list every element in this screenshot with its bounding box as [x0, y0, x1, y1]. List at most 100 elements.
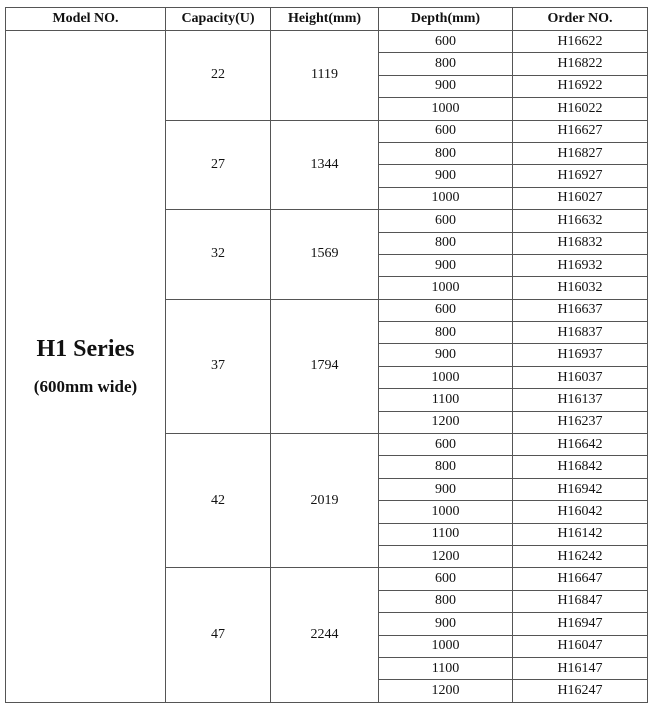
order-cell: H16847: [512, 589, 648, 614]
header-depth: Depth(mm): [378, 7, 513, 31]
table-row: 1000 H16027: [6, 186, 648, 211]
table-row: 1000 H16037: [6, 365, 648, 390]
depth-cell: 1000: [378, 97, 513, 121]
table-row: 1200 H16242: [6, 544, 648, 569]
depth-cell: 1200: [378, 679, 513, 703]
order-cell: H16922: [512, 74, 648, 99]
order-cell: H16627: [512, 119, 648, 143]
table-row: 1200 H16247: [6, 679, 648, 703]
order-cell: H16837: [512, 321, 648, 345]
depth-cell: 900: [378, 74, 513, 99]
order-cell: H16142: [512, 522, 648, 546]
table-row: 900 H16947: [6, 612, 648, 636]
depth-cell: 800: [378, 52, 513, 76]
capacity-cell: 22: [165, 30, 271, 121]
depth-cell: 800: [378, 455, 513, 479]
depth-cell: 1000: [378, 634, 513, 658]
depth-cell: 800: [378, 321, 513, 345]
model-series: H1 Series: [36, 335, 135, 362]
model-width: (600mm wide): [33, 376, 138, 396]
height-cell: 2019: [270, 433, 379, 569]
order-cell: H16932: [512, 253, 648, 278]
table-row: 900 H16942: [6, 477, 648, 502]
depth-cell: 1100: [378, 388, 513, 412]
order-cell: H16827: [512, 141, 648, 166]
order-cell: H16237: [512, 410, 648, 435]
order-cell: H16822: [512, 52, 648, 76]
height-cell: 1119: [270, 30, 379, 121]
product-spec-table: Model NO. Capacity(U) Height(mm) Depth(m…: [5, 7, 648, 703]
order-cell: H16042: [512, 500, 648, 524]
depth-cell: 600: [378, 29, 513, 54]
table-row: 47 2244 600 H16647: [6, 567, 648, 703]
order-cell: H16037: [512, 365, 648, 390]
capacity-cell: 47: [165, 567, 271, 703]
order-cell: H16942: [512, 477, 648, 502]
depth-cell: 1100: [378, 522, 513, 546]
depth-cell: 1000: [378, 365, 513, 390]
model-cell: H1 Series (600mm wide): [5, 30, 166, 703]
table-row: 1100 H16137: [6, 388, 648, 412]
header-height: Height(mm): [270, 7, 379, 31]
table-row: 800 H16837: [6, 321, 648, 345]
depth-cell: 900: [378, 343, 513, 367]
header-capacity: Capacity(U): [165, 7, 271, 31]
depth-cell: 1000: [378, 276, 513, 300]
height-cell: 1794: [270, 298, 379, 435]
height-cell: 1569: [270, 209, 379, 300]
table-row: 1000 H16042: [6, 500, 648, 524]
order-cell: H16937: [512, 343, 648, 367]
table-row: 900 H16937: [6, 343, 648, 367]
height-cell: 1344: [270, 119, 379, 211]
order-cell: H16642: [512, 433, 648, 457]
header-model: Model NO.: [5, 7, 166, 31]
order-cell: H16832: [512, 231, 648, 255]
depth-cell: 900: [378, 612, 513, 636]
capacity-cell: 32: [165, 209, 271, 300]
depth-cell: 900: [378, 253, 513, 278]
depth-cell: 1100: [378, 656, 513, 681]
order-cell: H16027: [512, 186, 648, 211]
order-cell: H16647: [512, 567, 648, 591]
table-row: H1 Series (600mm wide) 22 1119 600 H16622: [5, 29, 648, 703]
order-cell: H16927: [512, 164, 648, 188]
depth-cell: 900: [378, 477, 513, 502]
depth-cell: 800: [378, 589, 513, 614]
depth-cell: 1200: [378, 410, 513, 435]
order-cell: H16247: [512, 679, 648, 703]
order-cell: H16137: [512, 388, 648, 412]
table-row: 1100 H16142: [6, 522, 648, 546]
header-row: Model NO. Capacity(U) Height(mm) Depth(m…: [5, 7, 648, 31]
table-row: 1000 H16022: [6, 97, 648, 121]
order-cell: H16022: [512, 97, 648, 121]
depth-cell: 800: [378, 231, 513, 255]
capacity-cell: 42: [165, 433, 271, 569]
header-order: Order NO.: [512, 7, 648, 31]
depth-cell: 600: [378, 209, 513, 233]
order-cell: H16637: [512, 298, 648, 323]
table-row: 800 H16847: [6, 589, 648, 614]
depth-cell: 1000: [378, 186, 513, 211]
table-row: 27 1344 600 H16627: [6, 119, 648, 211]
depth-cell: 600: [378, 298, 513, 323]
table-row: 1200 H16237: [6, 410, 648, 435]
table-row: 37 1794 600 H16637: [6, 298, 648, 435]
table-row: 1000 H16047: [6, 634, 648, 658]
order-cell: H16047: [512, 634, 648, 658]
capacity-cell: 27: [165, 119, 271, 211]
table-row: 1000 H16032: [6, 276, 648, 300]
order-cell: H16622: [512, 29, 648, 54]
depth-cell: 1000: [378, 500, 513, 524]
order-cell: H16032: [512, 276, 648, 300]
table-row: 900 H16932: [6, 253, 648, 278]
depth-cell: 600: [378, 119, 513, 143]
table-row: 42 2019 600 H16642: [6, 433, 648, 569]
table-row: 800 H16827: [6, 141, 648, 166]
order-cell: H16632: [512, 209, 648, 233]
depth-cell: 900: [378, 164, 513, 188]
table-row: 800 H16842: [6, 455, 648, 479]
order-cell: H16242: [512, 544, 648, 569]
capacity-cell: 37: [165, 298, 271, 435]
order-cell: H16842: [512, 455, 648, 479]
depth-cell: 1200: [378, 544, 513, 569]
